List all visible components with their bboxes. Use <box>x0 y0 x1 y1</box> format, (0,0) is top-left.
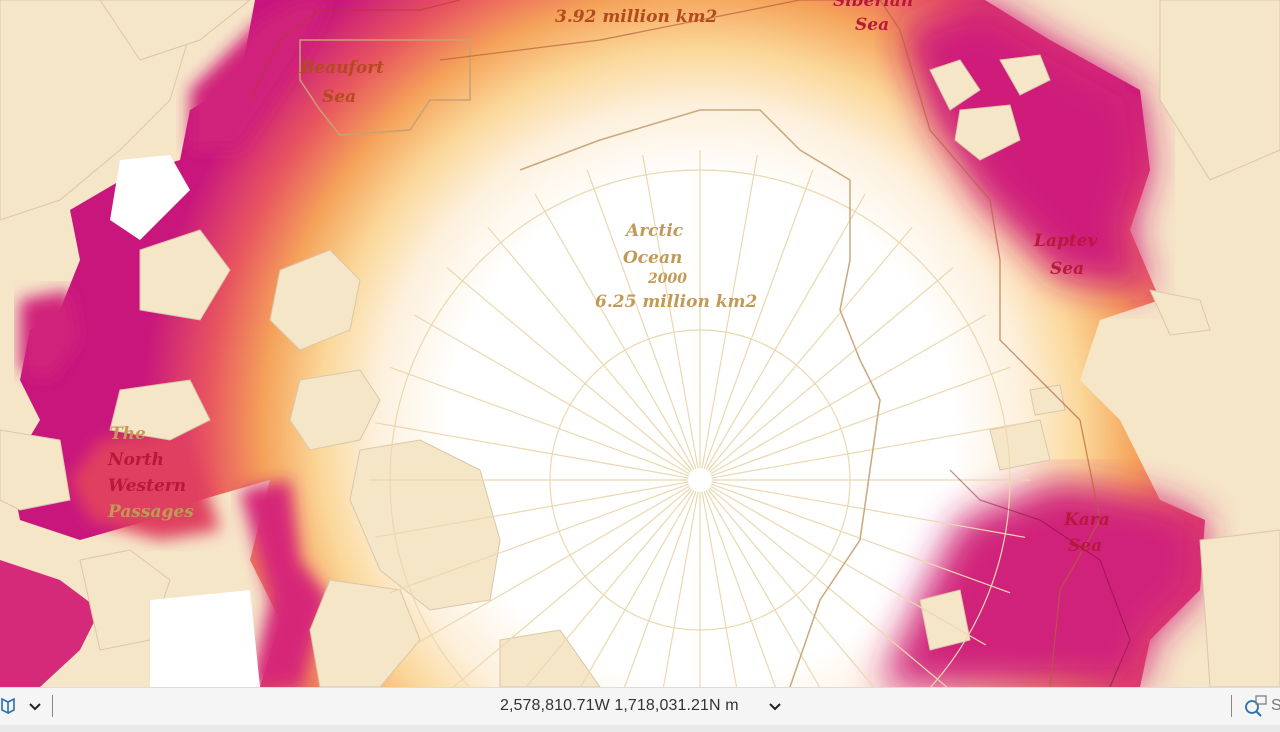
coordinates-dropdown-icon[interactable] <box>766 696 784 716</box>
meridian-line <box>711 366 1011 477</box>
meridian-line <box>662 491 699 687</box>
beaufort-label-line1: Beaufort <box>300 58 385 78</box>
coordinates-readout[interactable]: 2,578,810.71W 1,718,031.21N m <box>500 697 739 714</box>
pole-graticule <box>370 150 1030 687</box>
meridian-line <box>701 154 758 469</box>
meridian-line <box>389 366 689 477</box>
chevron-down-icon[interactable] <box>26 696 44 716</box>
meridian-line <box>705 193 866 470</box>
kara-outline <box>949 469 1131 687</box>
meridian-line <box>708 267 954 473</box>
meridian-line <box>711 481 1026 538</box>
map-nav-icon[interactable] <box>0 696 18 716</box>
meridian-line <box>642 154 699 469</box>
meridian-line <box>711 422 1026 479</box>
meridian-line <box>707 226 913 472</box>
bottom-strip <box>0 725 1280 732</box>
meridian-line <box>705 490 821 687</box>
top-sea-name-label: Siberian <box>833 0 914 11</box>
meridian-line <box>707 488 875 687</box>
meridian-line <box>586 169 697 469</box>
meridian-line <box>579 490 695 687</box>
ice-patch-west <box>110 155 190 240</box>
laptev-label-line1: Laptev <box>1034 231 1098 251</box>
parallel-circle <box>389 169 1011 687</box>
search-map-icon[interactable] <box>1242 694 1268 718</box>
sea-ice-map <box>0 0 1280 687</box>
median-edge-inner <box>519 109 881 687</box>
beaufort-outline <box>299 39 471 136</box>
meridian-line <box>525 488 693 687</box>
landmasses <box>0 0 1280 687</box>
meridian-line <box>703 491 776 687</box>
status-bar: 2,578,810.71W 1,718,031.21N m S <box>0 687 1280 726</box>
meridian-line <box>413 485 690 646</box>
parallel-circle <box>549 329 851 631</box>
meridian-line <box>624 491 697 687</box>
beaufort-label-line2: Sea <box>322 87 357 107</box>
meridian-line <box>413 314 690 475</box>
status-separator-right <box>1231 695 1232 717</box>
arctic-label-line2: Ocean <box>623 248 683 268</box>
meridian-line <box>374 422 689 479</box>
meridian-line <box>710 314 987 475</box>
meridian-line <box>452 487 692 687</box>
meridian-line <box>374 481 689 538</box>
median-edge-north <box>249 0 461 101</box>
meridian-line <box>534 193 695 470</box>
nwp-label-line2: North <box>108 450 165 470</box>
nwp-label-line1: The <box>110 424 146 444</box>
meridian-line <box>708 487 948 687</box>
meridian-line <box>701 491 738 687</box>
arctic-area-label: 6.25 million km2 <box>595 292 758 312</box>
meridian-line <box>703 169 814 469</box>
meridian-line <box>446 267 692 473</box>
ice-patch-southwest <box>150 590 260 687</box>
kara-label-line1: Kara <box>1064 510 1110 530</box>
meridian-line <box>389 483 689 594</box>
map-view[interactable]: 3.92 million km2 Siberian Sea Beaufort S… <box>0 0 1280 687</box>
laptev-label-line2: Sea <box>1050 259 1085 279</box>
nwp-label-line4: Passages <box>108 502 194 522</box>
status-separator-left <box>52 695 53 717</box>
status-trailing-text: S <box>1271 697 1280 714</box>
arctic-year-label: 2000 <box>648 271 687 287</box>
kara-label-line2: Sea <box>1068 536 1103 556</box>
meridian-line <box>487 226 693 472</box>
top-sea-label: Sea <box>855 15 890 35</box>
top-area-label: 3.92 million km2 <box>555 7 718 27</box>
nwp-label-line3: Western <box>108 476 187 496</box>
median-edge-east <box>439 0 1101 687</box>
meridian-line <box>710 485 987 646</box>
arctic-label-line1: Arctic <box>626 221 684 241</box>
